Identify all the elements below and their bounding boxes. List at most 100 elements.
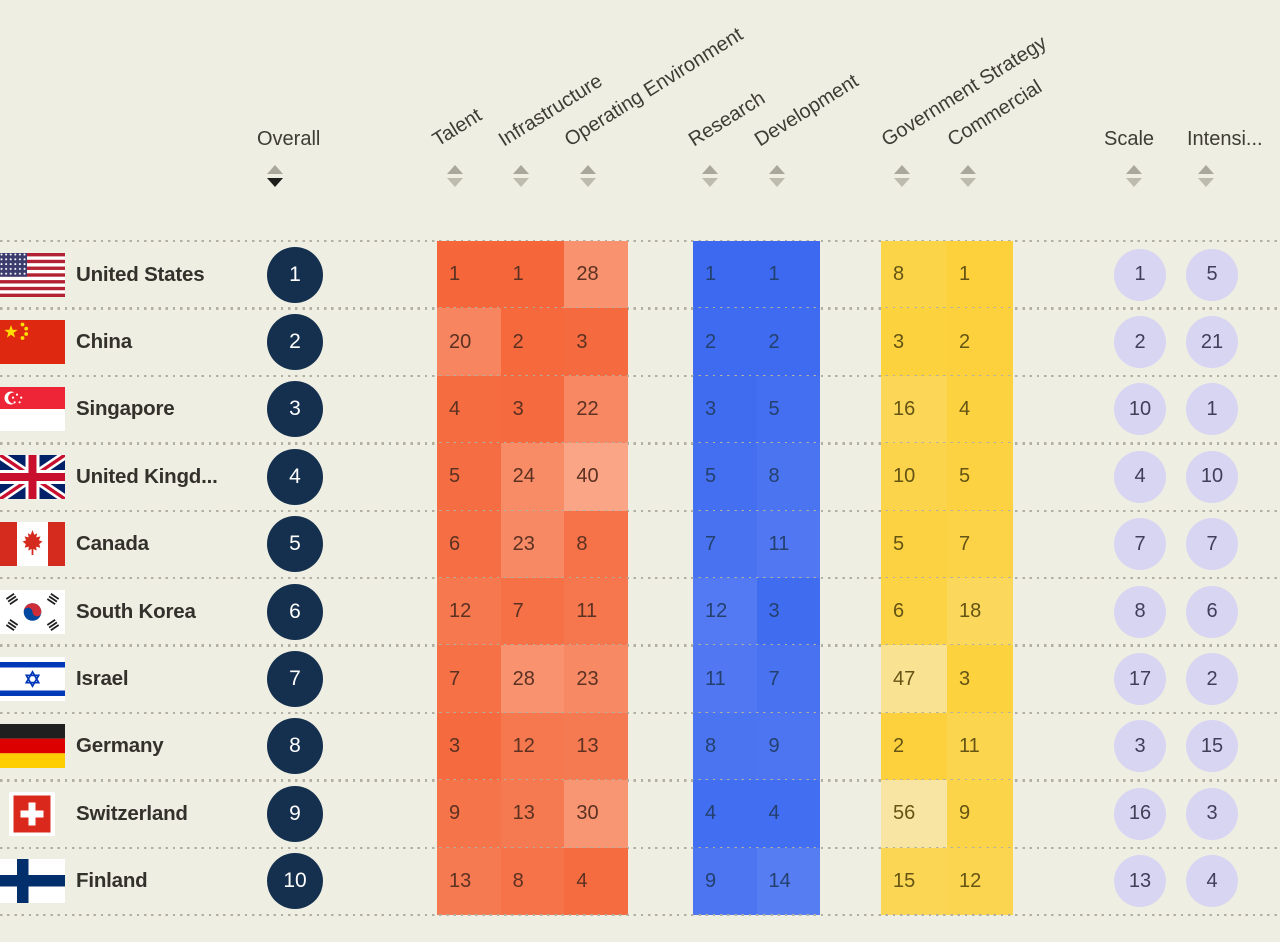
sort-down-icon[interactable] (1126, 178, 1142, 187)
column-header-scale[interactable]: Scale (1104, 128, 1155, 150)
sort-up-icon[interactable] (769, 165, 785, 174)
country-flag-icon-ca (0, 522, 65, 567)
pillar-band-innovation: 11 7 (693, 645, 820, 713)
scale-pill: 10 (1114, 383, 1166, 436)
country-flag-icon-il (0, 657, 65, 702)
table-body: United States 1 1 1 28 1 1 8 1 1 5 China… (0, 239, 1280, 916)
pillar-band-investment: 10 5 (881, 443, 1013, 511)
pillar-band-investment: 47 3 (881, 645, 1013, 713)
column-header-overall[interactable]: Overall (257, 128, 321, 150)
infrastructure-cell: 28 (500, 645, 565, 713)
sort-arrows-development[interactable] (769, 165, 785, 187)
sort-up-icon[interactable] (447, 165, 463, 174)
talent-cell: 5 (437, 443, 501, 511)
commercial-cell: 18 (947, 577, 1013, 646)
operating-environment-cell: 28 (564, 241, 629, 309)
pillar-band-implementation: 7 28 23 (437, 645, 629, 713)
sort-up-icon[interactable] (1198, 165, 1214, 174)
sort-arrows-commercial[interactable] (960, 165, 976, 187)
operating-environment-cell: 23 (564, 645, 629, 713)
overall-rank-badge: 10 (267, 853, 323, 910)
operating-environment-cell: 22 (564, 375, 629, 444)
sort-down-icon[interactable] (702, 178, 718, 187)
table-row: Singapore 3 4 3 22 3 5 16 4 10 1 (0, 374, 1280, 444)
pillar-band-implementation: 3 12 13 (437, 712, 629, 781)
intensity-pill: 2 (1186, 653, 1238, 706)
scale-pill: 17 (1114, 653, 1166, 706)
operating-environment-cell: 8 (564, 510, 629, 578)
development-cell: 1 (756, 241, 820, 309)
sort-down-icon[interactable] (1198, 178, 1214, 187)
pillar-band-investment: 6 18 (881, 577, 1013, 646)
infrastructure-cell: 7 (500, 577, 565, 646)
sort-arrows-overall[interactable] (267, 165, 283, 187)
sort-up-icon[interactable] (267, 165, 283, 174)
infrastructure-cell: 24 (500, 443, 565, 511)
sort-up-icon[interactable] (513, 165, 529, 174)
talent-cell: 6 (437, 510, 501, 578)
scale-pill: 2 (1114, 316, 1166, 369)
overall-rank-badge: 8 (267, 718, 323, 775)
commercial-cell: 1 (947, 241, 1013, 309)
sort-down-icon[interactable] (580, 178, 596, 187)
sort-down-icon[interactable] (447, 178, 463, 187)
sort-down-icon[interactable] (267, 178, 283, 187)
sort-arrows-talent[interactable] (447, 165, 463, 187)
intensity-pill: 6 (1186, 585, 1238, 638)
sort-up-icon[interactable] (702, 165, 718, 174)
overall-rank-badge: 1 (267, 246, 323, 303)
intensity-pill: 15 (1186, 720, 1238, 773)
sort-down-icon[interactable] (513, 178, 529, 187)
government-strategy-cell: 5 (881, 510, 947, 578)
country-name: Germany (76, 734, 164, 758)
pillar-band-investment: 3 2 (881, 308, 1013, 376)
country-name: Singapore (76, 397, 175, 421)
column-header-intensity[interactable]: Intensi... (1187, 128, 1263, 150)
sort-arrows-operating-environment[interactable] (580, 165, 596, 187)
sort-down-icon[interactable] (769, 178, 785, 187)
scale-pill: 13 (1114, 855, 1166, 908)
talent-cell: 9 (437, 780, 501, 848)
infrastructure-cell: 12 (500, 712, 565, 781)
sort-arrows-intensity[interactable] (1198, 165, 1214, 187)
sort-up-icon[interactable] (580, 165, 596, 174)
sort-arrows-infrastructure[interactable] (513, 165, 529, 187)
operating-environment-cell: 11 (564, 577, 629, 646)
country-flag-icon-fi (0, 859, 65, 904)
talent-cell: 1 (437, 241, 501, 309)
table-row: Germany 8 3 12 13 8 9 2 11 3 15 (0, 711, 1280, 781)
table-row: United States 1 1 1 28 1 1 8 1 1 5 (0, 239, 1280, 309)
sort-up-icon[interactable] (1126, 165, 1142, 174)
sort-arrows-government-strategy[interactable] (894, 165, 910, 187)
pillar-band-innovation: 12 3 (693, 577, 820, 646)
sort-up-icon[interactable] (960, 165, 976, 174)
column-header-development[interactable]: Development (750, 70, 863, 152)
commercial-cell: 7 (947, 510, 1013, 578)
development-cell: 11 (756, 510, 820, 578)
intensity-pill: 21 (1186, 316, 1238, 369)
table-row: Switzerland 9 9 13 30 4 4 56 9 16 3 (0, 779, 1280, 848)
pillar-band-investment: 56 9 (881, 780, 1013, 848)
talent-cell: 20 (437, 308, 501, 376)
commercial-cell: 2 (947, 308, 1013, 376)
country-flag-icon-us (0, 252, 65, 297)
sort-down-icon[interactable] (894, 178, 910, 187)
country-name: Israel (76, 667, 129, 691)
intensity-pill: 1 (1186, 383, 1238, 436)
table-row: United Kingd... 4 5 24 40 5 8 10 5 4 10 (0, 442, 1280, 511)
infrastructure-cell: 1 (500, 241, 565, 309)
country-flag-icon-sg (0, 387, 65, 432)
pillar-band-innovation: 8 9 (693, 712, 820, 781)
research-cell: 2 (693, 308, 757, 376)
sort-arrows-research[interactable] (702, 165, 718, 187)
operating-environment-cell: 40 (564, 443, 629, 511)
government-strategy-cell: 16 (881, 375, 947, 444)
intensity-pill: 5 (1186, 248, 1238, 301)
overall-rank-badge: 3 (267, 381, 323, 438)
pillar-band-implementation: 9 13 30 (437, 780, 629, 848)
column-header-talent[interactable]: Talent (428, 104, 486, 152)
sort-up-icon[interactable] (894, 165, 910, 174)
sort-arrows-scale[interactable] (1126, 165, 1142, 187)
sort-down-icon[interactable] (960, 178, 976, 187)
